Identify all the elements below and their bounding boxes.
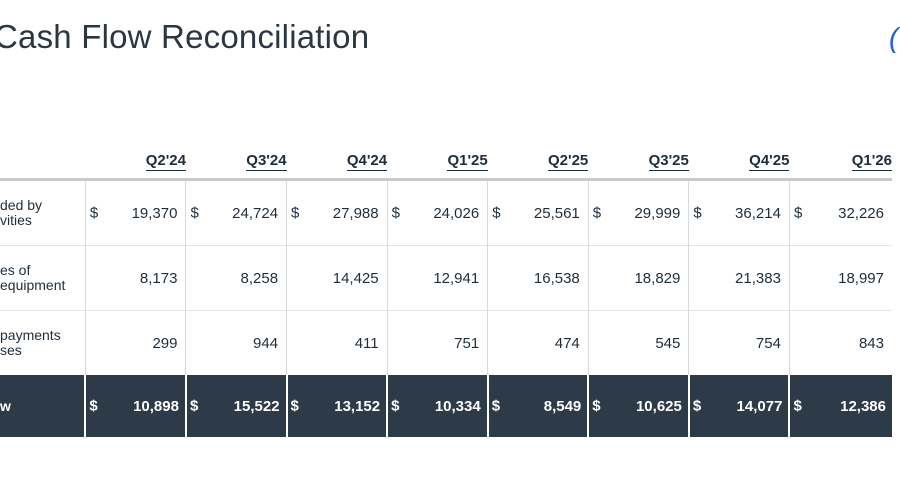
table-cell: 545	[587, 310, 689, 375]
table-cell: 944	[185, 310, 287, 375]
total-row: w $10,898 $15,522 $13,152 $10,334 $8,549…	[0, 375, 892, 437]
cash-flow-table: Q2'24 Q3'24 Q4'24 Q1'25 Q2'25 Q3'25 Q4'2…	[0, 142, 892, 437]
row-label: ded by vities	[0, 181, 86, 246]
table-cell: $10,625	[587, 375, 689, 437]
column-header: Q4'25	[749, 151, 790, 171]
table-cell: 751	[386, 310, 488, 375]
table-cell: 18,829	[587, 245, 689, 311]
header-row: Q2'24 Q3'24 Q4'24 Q1'25 Q2'25 Q3'25 Q4'2…	[0, 142, 892, 180]
table-cell: $25,561	[487, 181, 589, 246]
table-cell: $32,226	[788, 181, 892, 246]
table-cell: 411	[286, 310, 388, 375]
column-header: Q4'24	[346, 151, 388, 171]
table-cell: 754	[688, 310, 790, 375]
table-cell: 843	[788, 310, 892, 375]
table-row: payments ses 299 944 411 751 474 545 754 …	[0, 310, 892, 375]
table-cell: $24,026	[386, 181, 488, 246]
table-cell: $10,898	[84, 375, 186, 437]
table-cell: $19,370	[84, 181, 186, 246]
column-header: Q2'25	[548, 151, 589, 171]
column-header: Q3'25	[648, 151, 689, 171]
row-label: payments ses	[0, 310, 86, 375]
column-header: Q1'26	[851, 151, 892, 171]
header-divider	[0, 178, 892, 182]
table-cell: $13,152	[285, 375, 388, 437]
table-cell: 12,941	[386, 245, 488, 311]
table-cell: $36,214	[688, 181, 790, 246]
table-cell: 21,383	[688, 245, 790, 311]
table-cell: $27,988	[286, 181, 388, 246]
table-row: es of equipment 8,173 8,258 14,425 12,941…	[0, 245, 892, 311]
table-cell: 8,258	[185, 245, 287, 311]
table-cell: 474	[487, 310, 589, 375]
table-cell: $15,522	[184, 375, 287, 437]
corner-logo-fragment: (	[889, 22, 899, 53]
header-label-cell	[0, 142, 85, 180]
page-title: Cash Flow Reconciliation	[0, 18, 370, 55]
table-cell: $8,549	[486, 375, 589, 437]
row-label: w	[0, 375, 86, 437]
table-cell: $10,334	[386, 375, 488, 437]
column-header: Q2'24	[145, 151, 186, 171]
row-label: es of equipment	[0, 245, 86, 311]
column-header: Q1'25	[447, 151, 488, 171]
column-header: Q3'24	[246, 151, 287, 171]
table-cell: $12,386	[788, 375, 892, 437]
table-cell: 16,538	[487, 245, 589, 311]
table-cell: 14,425	[286, 245, 388, 311]
table-cell: 299	[84, 310, 186, 375]
table-cell: $24,724	[185, 181, 287, 246]
table-cell: 8,173	[84, 245, 186, 311]
table-cell: $14,077	[687, 375, 790, 437]
table-cell: 18,997	[788, 245, 892, 311]
table-row: ded by vities $19,370 $24,724 $27,988 $24…	[0, 181, 892, 246]
table-cell: $29,999	[587, 181, 689, 246]
